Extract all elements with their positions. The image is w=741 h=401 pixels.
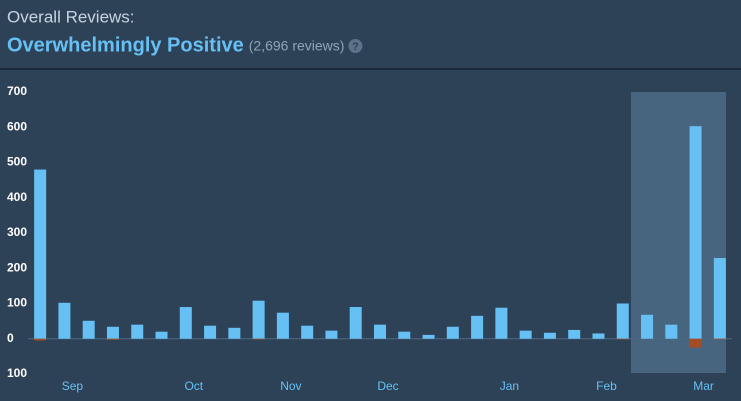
bar [616,338,629,340]
bar [689,338,702,348]
bar [131,324,144,339]
bar [616,303,629,339]
bar [543,332,556,339]
y-tick-label: 300 [7,225,27,239]
bar [374,324,386,339]
title: Overall Reviews: [7,7,135,26]
bar [34,338,47,341]
bar [689,126,702,339]
bar [665,324,678,339]
bar [106,338,119,340]
x-tick-label: Oct [184,379,203,393]
y-tick-label: 500 [7,155,27,169]
bar [641,314,654,339]
bar [252,300,265,339]
bar [422,334,435,339]
bar [58,302,71,339]
bar [276,312,289,339]
y-tick-label: 100 [7,296,27,310]
y-tick-label: 600 [7,119,27,133]
bar [155,331,168,339]
help-icon[interactable] [348,39,363,53]
bar [106,326,119,339]
x-tick-label: Sep [62,379,84,393]
x-tick-label: Mar [693,379,714,393]
bar [349,307,362,339]
y-tick-label: 100 [7,366,27,380]
help[interactable]: ? [348,39,363,53]
bar [446,326,459,339]
bar [519,330,532,339]
bar [204,325,217,339]
bar [568,329,581,339]
y-tick-label: 0 [7,331,14,345]
y-tick-label: 400 [7,190,27,204]
bar [325,330,338,339]
bar [592,333,605,339]
help-text[interactable]: ? [352,41,359,53]
bar [252,338,265,340]
bar [82,320,95,339]
bar [301,325,314,339]
bar [179,307,192,339]
bar [398,331,411,339]
review-count: (2,696 reviews) [249,38,345,54]
x-tick-label: Jan [500,379,519,393]
x-tick-label: Dec [377,379,398,393]
y-tick-label: 200 [7,260,27,274]
bar [713,338,726,340]
y-tick-label: 700 [7,84,27,98]
bar [34,169,47,339]
bar [228,327,241,339]
x-tick-label: Nov [280,379,301,393]
bar [495,307,508,339]
bar [471,315,484,339]
rating: Overwhelmingly Positive [7,34,244,56]
bar [713,258,726,339]
x-tick-label: Feb [596,379,617,393]
